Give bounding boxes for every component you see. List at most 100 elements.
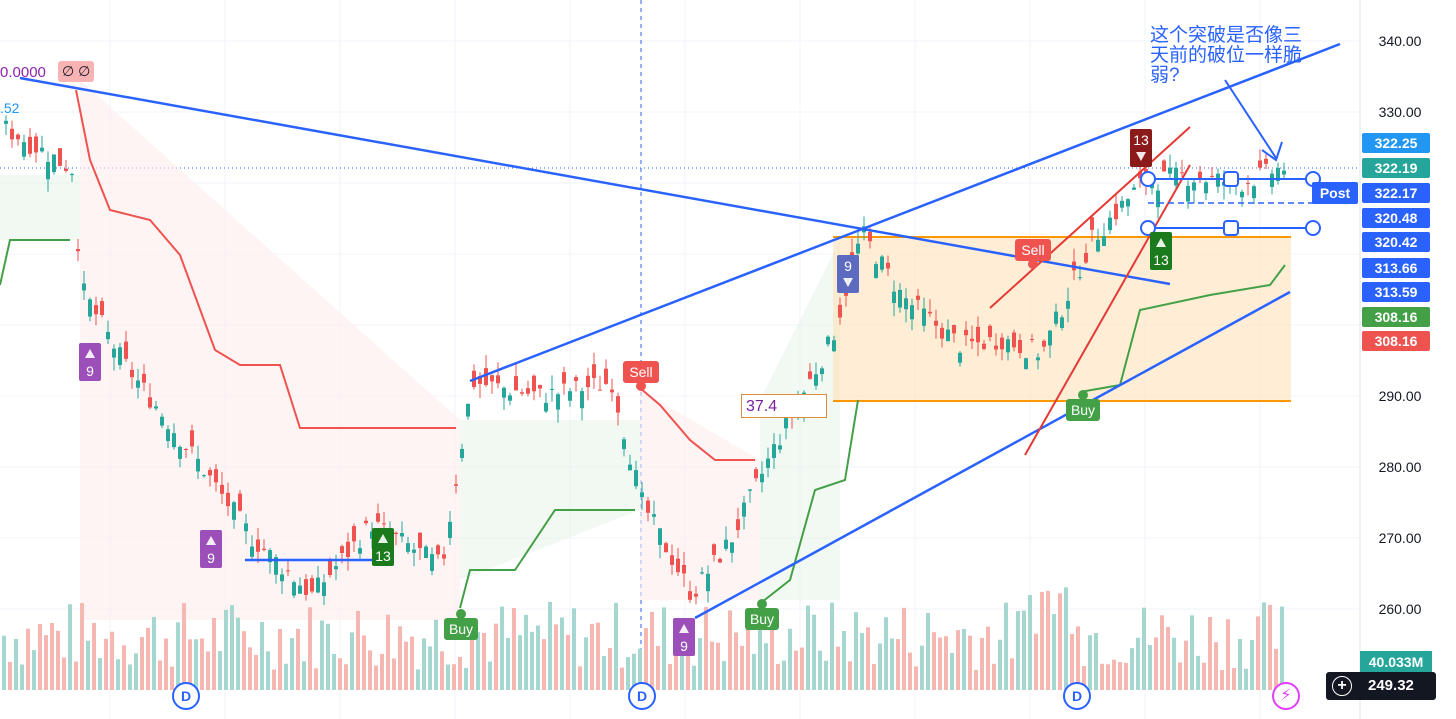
volume-bar — [164, 638, 168, 690]
candle-body — [898, 289, 902, 308]
candle-body — [526, 388, 530, 394]
volume-bar — [452, 664, 456, 690]
td-count-text: 13 — [1133, 132, 1149, 148]
candle-body — [88, 299, 92, 317]
candle-body — [1168, 167, 1172, 174]
volume-bar — [482, 633, 486, 690]
candle-body — [1102, 236, 1106, 246]
volume-bar — [1004, 602, 1008, 690]
crosshair-price-value: 249.32 — [1368, 677, 1414, 694]
td-count-text: 9 — [680, 638, 688, 654]
volume-bar — [800, 647, 804, 690]
signal-dot — [636, 381, 646, 391]
up-triangle-icon — [85, 349, 95, 358]
candle-body — [1054, 311, 1058, 324]
candle-body — [70, 174, 74, 176]
candle-body — [1216, 173, 1220, 187]
annotation-note[interactable]: 这个突破是否像三天前的破位一样脆弱? — [1150, 25, 1303, 86]
supertrend-up-fill — [0, 175, 80, 240]
volume-bar — [824, 660, 828, 690]
volume-bar — [116, 659, 120, 690]
candle-body — [172, 433, 176, 448]
volume-bar — [1238, 638, 1242, 690]
volume-bar — [830, 602, 834, 690]
volume-bar — [170, 666, 174, 690]
signal-label: Buy — [449, 621, 473, 637]
day-marker-d[interactable]: D — [172, 682, 200, 710]
candle-body — [934, 320, 938, 326]
candle-body — [424, 546, 428, 558]
volume-bar — [1190, 615, 1194, 690]
candle-body — [358, 548, 362, 554]
volume-bar — [218, 651, 222, 690]
candle-body — [628, 464, 632, 471]
candle-body — [550, 388, 554, 390]
candle-body — [1066, 300, 1070, 309]
volume-bar — [416, 669, 420, 690]
volume-bar — [1172, 637, 1176, 690]
candle-body — [676, 558, 680, 573]
candle-body — [706, 573, 710, 592]
volume-bar — [674, 636, 678, 690]
volume-bar — [38, 623, 42, 690]
volume-bar — [404, 641, 408, 690]
candle-body — [1162, 160, 1166, 172]
y-tick-290: 290.00 — [1378, 388, 1422, 404]
candle-body — [412, 549, 416, 553]
volume-bar — [1046, 590, 1050, 690]
candle-body — [646, 500, 650, 513]
candle-body — [760, 473, 764, 483]
volume-bar — [704, 606, 708, 690]
candle-body — [280, 574, 284, 582]
candle-body — [574, 377, 578, 381]
plus-icon[interactable]: + — [1332, 676, 1352, 696]
drag-handle — [1140, 220, 1156, 236]
volume-bar — [26, 628, 30, 690]
candle-body — [976, 326, 980, 343]
volume-bar — [2, 635, 6, 690]
candle-body — [910, 305, 914, 320]
candle-body — [1042, 340, 1046, 347]
candle-body — [46, 161, 50, 180]
signal-dot — [1028, 259, 1038, 269]
candle-body — [148, 397, 152, 408]
day-marker-d[interactable]: D — [1063, 682, 1091, 710]
volume-bar — [896, 639, 900, 690]
candle-body — [166, 429, 170, 442]
red-trend-line — [1024, 164, 1191, 456]
candle-body — [928, 311, 932, 314]
candle-body — [724, 539, 728, 549]
candle-body — [766, 458, 770, 468]
volume-bar — [212, 617, 216, 690]
crosshair-price-box[interactable]: + 249.32 — [1326, 672, 1436, 700]
volume-bar — [1016, 611, 1020, 690]
volume-bar — [1070, 634, 1074, 690]
volume-bar — [1052, 614, 1056, 690]
candle-body — [352, 526, 356, 542]
down-triangle-icon — [1136, 152, 1146, 161]
volume-bar — [86, 640, 90, 690]
candle-body — [118, 347, 122, 366]
day-marker-d[interactable]: D — [628, 682, 656, 710]
volume-bar — [554, 624, 558, 690]
volume-bar — [1148, 644, 1152, 690]
candle-body — [394, 532, 398, 535]
volume-bar — [866, 627, 870, 690]
volume-bar — [128, 664, 132, 690]
volume-bar — [980, 637, 984, 690]
volume-bar — [368, 650, 372, 690]
candle-body — [112, 348, 116, 358]
lightning-icon[interactable]: ⚡ — [1272, 682, 1300, 710]
candle-body — [1036, 357, 1040, 361]
candle-body — [202, 475, 206, 477]
volume-bar — [260, 621, 264, 690]
volume-bar — [308, 607, 312, 690]
volume-bar — [194, 639, 198, 690]
signal-buy — [1066, 399, 1100, 421]
candle-body — [310, 578, 314, 592]
volume-bar — [962, 628, 966, 690]
candle-body — [1114, 203, 1118, 220]
volume-bar — [590, 623, 594, 690]
